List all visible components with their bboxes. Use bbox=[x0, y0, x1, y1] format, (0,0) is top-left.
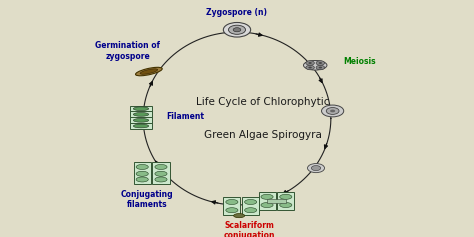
FancyBboxPatch shape bbox=[153, 162, 170, 184]
Ellipse shape bbox=[280, 194, 292, 199]
FancyBboxPatch shape bbox=[130, 111, 152, 118]
Ellipse shape bbox=[133, 124, 149, 128]
Ellipse shape bbox=[280, 203, 292, 208]
Ellipse shape bbox=[133, 107, 149, 111]
Circle shape bbox=[326, 108, 339, 114]
FancyBboxPatch shape bbox=[130, 106, 152, 112]
FancyBboxPatch shape bbox=[130, 117, 152, 123]
Text: Conjugating
filaments: Conjugating filaments bbox=[121, 190, 173, 209]
Circle shape bbox=[306, 65, 314, 70]
Circle shape bbox=[321, 105, 344, 117]
Ellipse shape bbox=[133, 118, 149, 122]
Ellipse shape bbox=[155, 177, 167, 182]
Circle shape bbox=[316, 61, 325, 65]
FancyBboxPatch shape bbox=[258, 192, 275, 210]
Circle shape bbox=[233, 28, 241, 32]
Ellipse shape bbox=[226, 208, 238, 213]
Circle shape bbox=[306, 61, 314, 65]
Ellipse shape bbox=[234, 214, 245, 218]
Text: Meiosis: Meiosis bbox=[343, 57, 375, 66]
Ellipse shape bbox=[155, 164, 167, 169]
FancyBboxPatch shape bbox=[134, 162, 151, 184]
Circle shape bbox=[319, 67, 322, 68]
Ellipse shape bbox=[261, 203, 273, 208]
Circle shape bbox=[223, 23, 251, 37]
Text: Green Algae Spirogyra: Green Algae Spirogyra bbox=[204, 130, 321, 140]
Ellipse shape bbox=[136, 171, 148, 176]
Ellipse shape bbox=[155, 171, 167, 176]
Circle shape bbox=[228, 25, 246, 34]
Ellipse shape bbox=[133, 113, 149, 116]
Ellipse shape bbox=[245, 208, 257, 213]
Ellipse shape bbox=[136, 67, 162, 76]
Circle shape bbox=[311, 166, 321, 171]
Ellipse shape bbox=[140, 69, 158, 74]
FancyBboxPatch shape bbox=[223, 197, 240, 215]
FancyBboxPatch shape bbox=[266, 199, 286, 203]
Circle shape bbox=[330, 109, 335, 112]
Circle shape bbox=[309, 67, 312, 68]
FancyBboxPatch shape bbox=[277, 192, 294, 210]
Ellipse shape bbox=[136, 177, 148, 182]
Text: Life Cycle of Chlorophytic: Life Cycle of Chlorophytic bbox=[196, 97, 329, 107]
Text: Zygospore (n): Zygospore (n) bbox=[207, 8, 267, 17]
Ellipse shape bbox=[136, 164, 148, 169]
FancyBboxPatch shape bbox=[130, 123, 152, 129]
Circle shape bbox=[319, 62, 322, 64]
Text: Filament: Filament bbox=[167, 112, 205, 121]
Ellipse shape bbox=[226, 200, 238, 205]
Ellipse shape bbox=[245, 200, 257, 205]
Circle shape bbox=[309, 62, 312, 64]
Circle shape bbox=[308, 164, 325, 173]
Text: Scalariform
conjugation: Scalariform conjugation bbox=[224, 221, 275, 237]
Circle shape bbox=[316, 65, 325, 70]
Ellipse shape bbox=[303, 60, 327, 70]
FancyBboxPatch shape bbox=[242, 197, 259, 215]
Ellipse shape bbox=[261, 194, 273, 199]
Text: Germination of
zygospore: Germination of zygospore bbox=[95, 41, 160, 61]
